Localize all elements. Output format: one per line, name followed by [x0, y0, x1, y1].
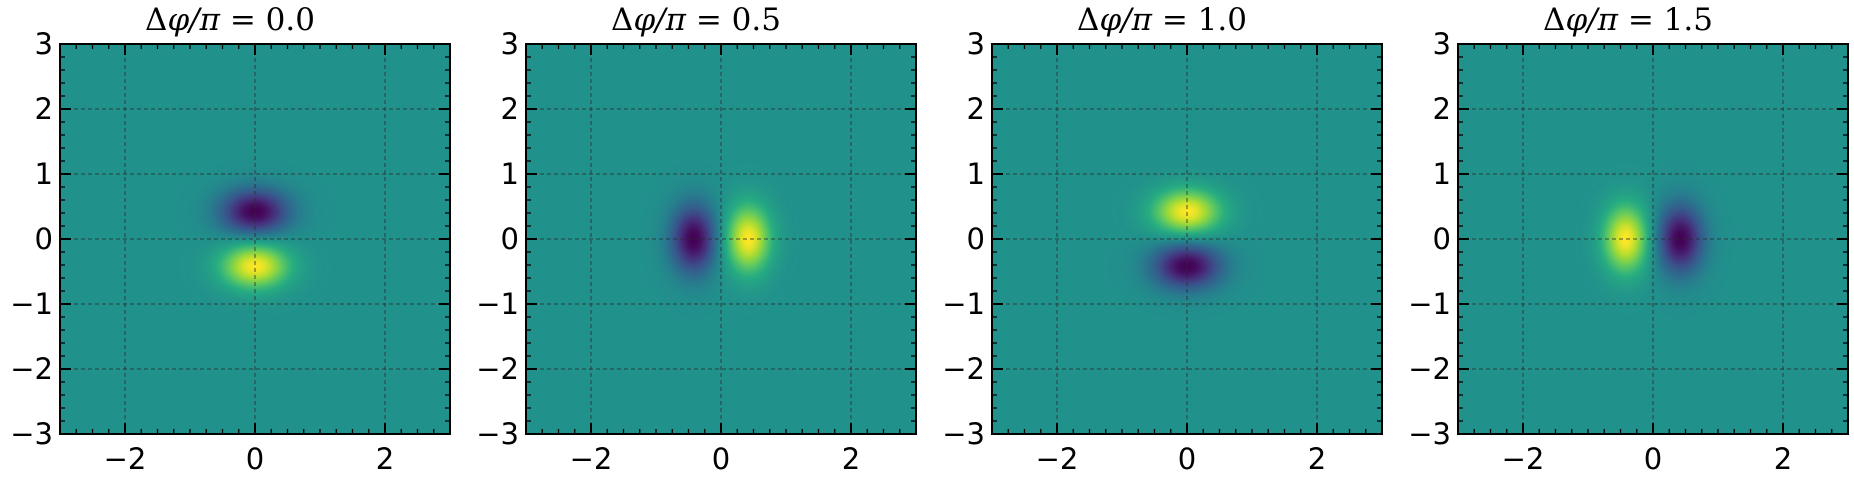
y-tick-label: −2: [10, 352, 53, 386]
y-tick-label: −1: [476, 287, 519, 321]
y-tick-label: 2: [35, 92, 53, 126]
x-tick-label: 0: [1644, 442, 1662, 476]
x-tick-label: −2: [570, 442, 613, 476]
y-tick-label: 2: [501, 92, 519, 126]
y-tick-label: −1: [10, 287, 53, 321]
y-tick-label: 0: [501, 222, 519, 256]
y-tick-label: 1: [1433, 157, 1451, 191]
x-tick-label: −2: [1036, 442, 1079, 476]
panel-title: Δφ/π = 0.0: [145, 2, 315, 38]
plot-frame: [525, 43, 917, 435]
y-tick-label: 0: [967, 222, 985, 256]
y-tick-label: 1: [35, 157, 53, 191]
y-tick-label: 2: [967, 92, 985, 126]
y-tick-label: −3: [1408, 417, 1451, 451]
y-tick-label: 3: [1433, 27, 1451, 61]
heatmap-plot: −2 0 2 −3 −2 −1 0 1 2 3: [476, 27, 917, 476]
heatmap-plot: −2 0 2 −3 −2 −1 0 1 2 3: [1408, 27, 1849, 476]
x-tick-label: 2: [1308, 442, 1326, 476]
y-tick-label: 3: [967, 27, 985, 61]
y-tick-label: 3: [501, 27, 519, 61]
panel-title: Δφ/π = 0.5: [611, 2, 781, 38]
y-tick-label: 0: [35, 222, 53, 256]
plot-frame: [1457, 43, 1849, 435]
x-tick-label: 2: [842, 442, 860, 476]
y-tick-label: 2: [1433, 92, 1451, 126]
y-tick-label: 3: [35, 27, 53, 61]
y-tick-label: −3: [942, 417, 985, 451]
panel-title: Δφ/π = 1.0: [1077, 2, 1247, 38]
x-tick-label: −2: [1502, 442, 1545, 476]
heatmap-plot: −2 0 2 −3 −2 −1 0 1 2 3: [942, 27, 1383, 476]
y-tick-label: −2: [1408, 352, 1451, 386]
y-tick-label: 1: [967, 157, 985, 191]
plot-frame: [991, 43, 1383, 435]
y-tick-label: −2: [942, 352, 985, 386]
panel-4: Δφ/π = 1.5 −2 0 2 −3 −2 −1 0 1 2 3: [1398, 0, 1854, 478]
x-tick-label: 2: [1774, 442, 1792, 476]
y-tick-label: −1: [942, 287, 985, 321]
y-tick-label: 1: [501, 157, 519, 191]
panel-title: Δφ/π = 1.5: [1543, 2, 1713, 38]
panel-1: Δφ/π = 0.0 −2 0 2 −3 −2 −1 0 1 2 3: [0, 0, 460, 478]
x-tick-label: −2: [104, 442, 147, 476]
panel-3: Δφ/π = 1.0 −2 0 2 −3 −2 −1 0 1 2 3: [932, 0, 1392, 478]
x-tick-label: 0: [1178, 442, 1196, 476]
plot-frame: [59, 43, 451, 435]
y-tick-label: −3: [10, 417, 53, 451]
x-tick-label: 2: [376, 442, 394, 476]
x-tick-label: 0: [246, 442, 264, 476]
panel-2: Δφ/π = 0.5 −2 0 2 −3 −2 −1 0 1 2 3: [466, 0, 926, 478]
y-tick-label: −1: [1408, 287, 1451, 321]
heatmap-plot: −2 0 2 −3 −2 −1 0 1 2 3: [10, 27, 451, 476]
y-tick-label: −3: [476, 417, 519, 451]
x-tick-label: 0: [712, 442, 730, 476]
y-tick-label: 0: [1433, 222, 1451, 256]
y-tick-label: −2: [476, 352, 519, 386]
